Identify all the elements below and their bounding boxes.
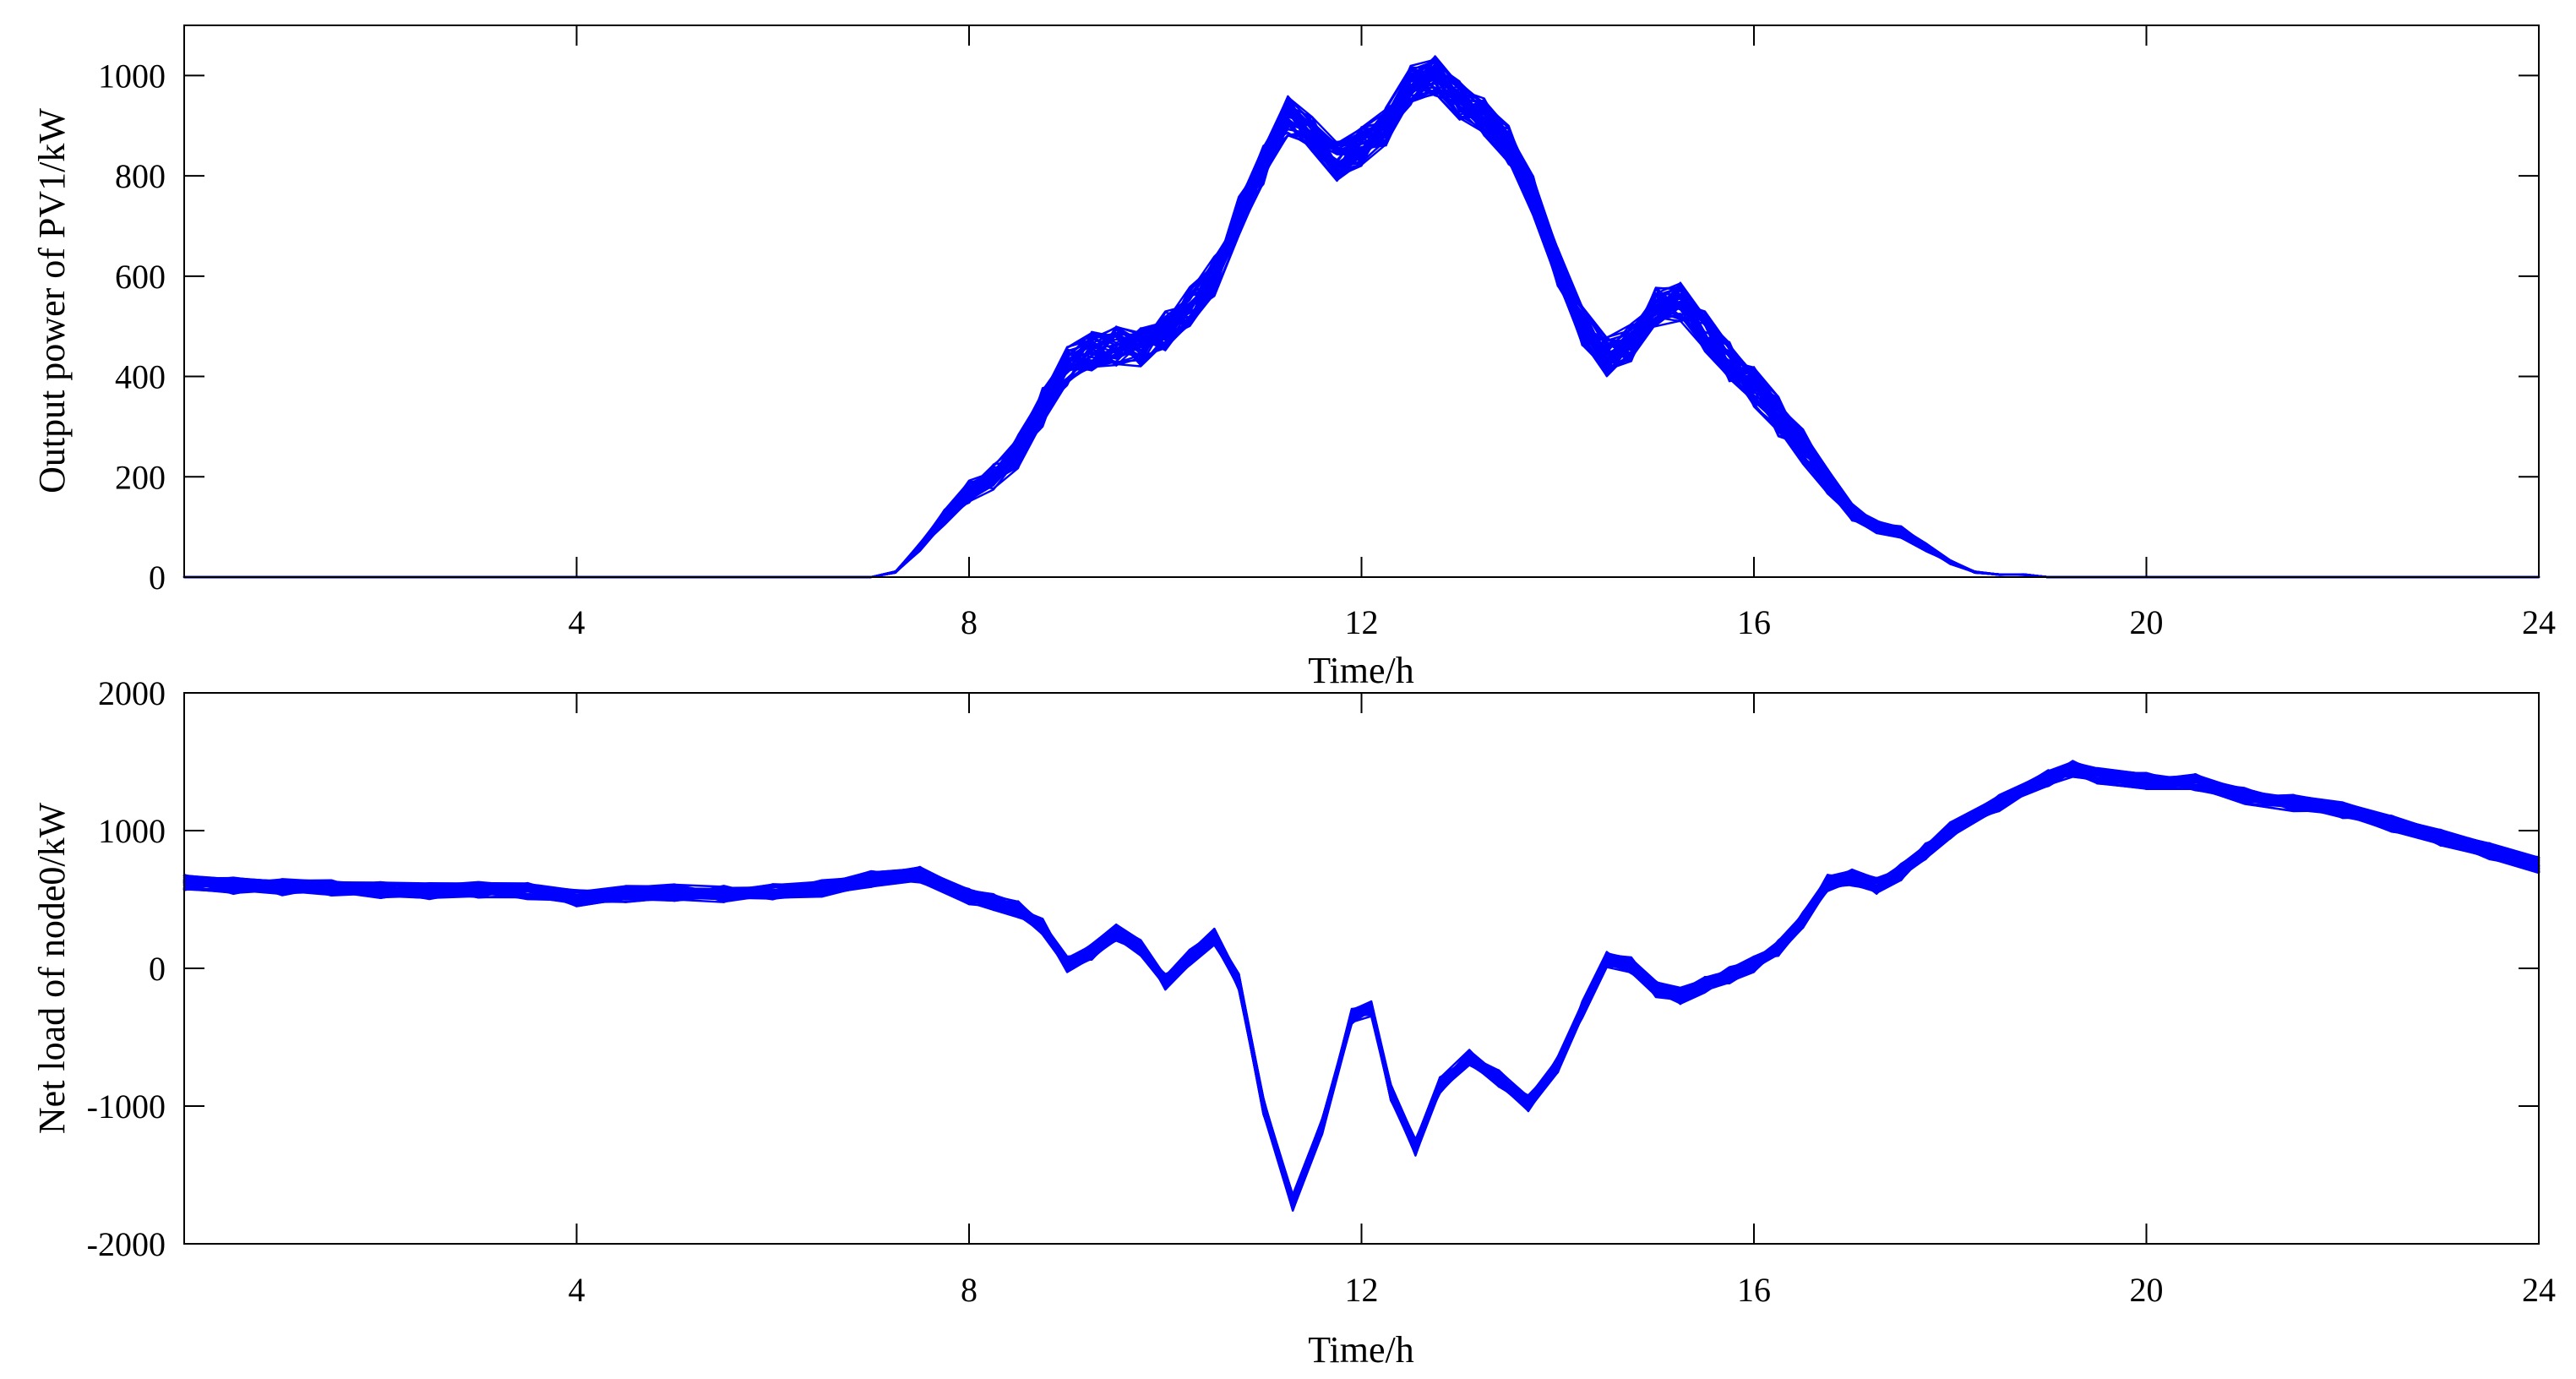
pv1-axis-ticks: 4 8 12 16 20 24 0 200 400 600 800 1000 [98,25,2556,641]
pv1-y-tick-label: 600 [115,258,166,296]
pv1-y-axis-label: Output power of PV1/kW [31,108,73,493]
net-load-scenario-line [182,765,2541,1212]
net-load-scenario-line [182,760,2541,1196]
pv1-y-tick-label: 0 [149,559,166,597]
net-load-scenario-line [182,760,2541,1202]
net-load-scenario-line [182,771,2541,1202]
net-load-scenario-line [182,770,2541,1210]
pv1-y-tick-label: 800 [115,157,166,195]
pv1-output-chart: 4 8 12 16 20 24 0 200 400 600 800 1000 Time/h Outpu… [31,25,2556,691]
pv1-y-tick-label: 200 [115,458,166,496]
pv1-y-tick-label: 400 [115,358,166,396]
net-load-scenario-line [182,769,2541,1203]
net-load-chart: 4 8 12 16 20 24 -2000 -1000 0 1000 2000 Time/h Net… [31,674,2556,1371]
net-load-x-tick-label: 4 [569,1271,585,1309]
net-load-y-tick-label: 0 [149,950,166,988]
net-load-scenario-line [182,767,2541,1207]
net-load-scenario-line [182,768,2541,1211]
net-load-scenario-line [182,766,2541,1202]
net-load-scenario-line [182,769,2541,1207]
net-load-scenario-line [182,773,2541,1199]
net-load-scenario-line [182,769,2541,1202]
net-load-y-tick-label: -2000 [87,1225,166,1263]
net-load-scenario-line [182,763,2541,1204]
net-load-scenario-line [182,760,2541,1199]
pv1-scenario-line [182,68,2541,579]
net-load-scenario-line [182,772,2541,1212]
net-load-x-axis-label: Time/h [1308,1329,1414,1371]
pv1-scenario-line [182,66,2541,579]
net-load-scenario-line [182,769,2541,1201]
net-load-y-tick-label: -1000 [87,1087,166,1126]
net-load-x-tick-label: 24 [2522,1271,2556,1309]
net-load-scenario-line [182,760,2541,1208]
net-load-scenario-line [182,771,2541,1212]
net-load-scenario-line [182,766,2541,1212]
net-load-scenario-line [182,770,2541,1199]
net-load-x-tick-label: 12 [1345,1271,1379,1309]
net-load-x-tick-label: 16 [1737,1271,1771,1309]
net-load-scenario-line [182,771,2541,1212]
net-load-y-tick-label: 2000 [98,674,166,712]
net-load-scenario-line [182,771,2541,1196]
net-load-scenario-line [182,764,2541,1203]
net-load-scenario-line [182,766,2541,1212]
pv1-x-axis-label: Time/h [1308,650,1414,691]
net-load-axis-ticks: 4 8 12 16 20 24 -2000 -1000 0 1000 2000 [87,674,2556,1309]
net-load-scenario-line [182,760,2541,1206]
pv1-x-tick-label: 4 [569,603,585,641]
net-load-scenario-line [182,772,2541,1209]
net-load-scenario-line [182,766,2541,1202]
net-load-scenario-line [182,761,2541,1198]
net-load-x-tick-label: 20 [2130,1271,2164,1309]
net-load-scenario-line [182,760,2541,1209]
pv1-x-tick-label: 24 [2522,603,2556,641]
net-load-scenario-line [182,763,2541,1196]
pv1-x-tick-label: 12 [1345,603,1379,641]
net-load-scenario-line [182,766,2541,1196]
net-load-scenario-line [182,771,2541,1202]
net-load-y-axis-label: Net load of node0/kW [31,802,73,1134]
net-load-scenario-line [182,764,2541,1202]
net-load-scenario-line [182,773,2541,1208]
net-load-scenario-line [182,767,2541,1199]
net-load-scenario-line [182,774,2541,1206]
pv1-plot-frame [183,25,2540,578]
net-load-x-tick-label: 8 [961,1271,978,1309]
net-load-scenario-line [182,764,2541,1196]
net-load-scenario-line [182,769,2541,1201]
pv1-x-tick-label: 16 [1737,603,1771,641]
net-load-scenario-lines [182,760,2541,1212]
pv1-x-tick-label: 8 [961,603,978,641]
net-load-scenario-line [182,766,2541,1196]
net-load-scenario-line [182,772,2541,1199]
pv1-scenario-lines [182,55,2541,579]
net-load-scenario-line [182,771,2541,1207]
net-load-scenario-line [182,767,2541,1202]
net-load-scenario-line [182,770,2541,1203]
net-load-scenario-line [182,769,2541,1207]
pv1-x-tick-label: 20 [2130,603,2164,641]
net-load-scenario-line [182,764,2541,1199]
net-load-scenario-line [182,760,2541,1211]
net-load-y-tick-label: 1000 [98,812,166,850]
pv1-y-tick-label: 1000 [98,57,166,95]
net-load-scenario-line [182,768,2541,1200]
net-load-scenario-line [182,772,2541,1203]
net-load-scenario-line [182,762,2541,1202]
net-load-scenario-line [182,767,2541,1211]
